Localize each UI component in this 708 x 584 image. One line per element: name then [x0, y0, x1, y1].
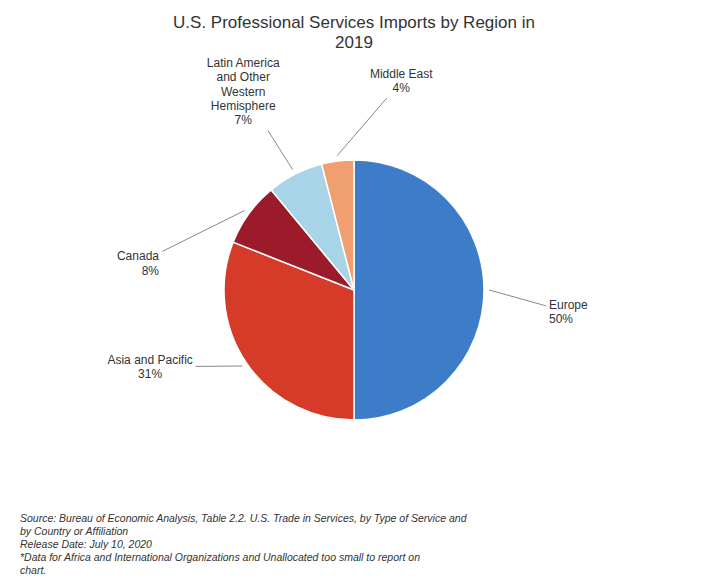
pie: Europe50% Asia and Pacific31% Canada8% Lati… — [107, 56, 588, 420]
slice-label: Canada8% — [117, 249, 159, 277]
slice-label-line: Asia and Pacific — [107, 353, 192, 367]
leader-line — [196, 365, 242, 366]
slice-label: Latin Americaand OtherWesternHemisphere7… — [207, 56, 280, 128]
leader-line — [268, 131, 293, 170]
slice-label: Europe50% — [549, 298, 588, 326]
footnote-line: chart. — [20, 564, 46, 576]
slice-label-line: Middle East — [370, 67, 433, 81]
footnote-line: Release Date: July 10, 2020 — [20, 538, 152, 550]
footnote-line: *Data for Africa and International Organ… — [20, 551, 420, 563]
footnote: Source: Bureau of Economic Analysis, Tab… — [20, 512, 468, 576]
labels: Europe50% Asia and Pacific31% Canada8% Lati… — [107, 56, 588, 381]
chart: U.S. Professional Services Imports by Re… — [0, 0, 708, 584]
title-line: U.S. Professional Services Imports by Re… — [173, 13, 535, 32]
slices — [224, 160, 484, 420]
slice-label-line: Western — [221, 85, 265, 99]
slice-label-line: Hemisphere — [211, 99, 276, 113]
footnote-line: by Country or Affiliation — [20, 525, 128, 537]
slice-label-line: 8% — [142, 264, 160, 278]
title-line: 2019 — [335, 33, 373, 52]
title: U.S. Professional Services Imports by Re… — [173, 13, 535, 52]
slice-label-line: and Other — [217, 70, 270, 84]
footnote-line: Source: Bureau of Economic Analysis, Tab… — [20, 512, 468, 524]
slice-label: Asia and Pacific31% — [107, 353, 192, 381]
slice — [322, 160, 354, 290]
leader-line — [489, 290, 546, 306]
slice — [354, 160, 484, 420]
slice-label: Middle East4% — [370, 67, 433, 95]
slice-label-line: Canada — [117, 249, 159, 263]
slice-label-line: 7% — [235, 114, 253, 128]
slice-label-line: 4% — [393, 81, 411, 95]
slice-label-line: 31% — [138, 367, 162, 381]
slice-label-line: Latin America — [207, 56, 280, 70]
leader-line — [337, 98, 387, 156]
slice-label-line: Europe — [549, 298, 588, 312]
slice-label-line: 50% — [549, 312, 573, 326]
